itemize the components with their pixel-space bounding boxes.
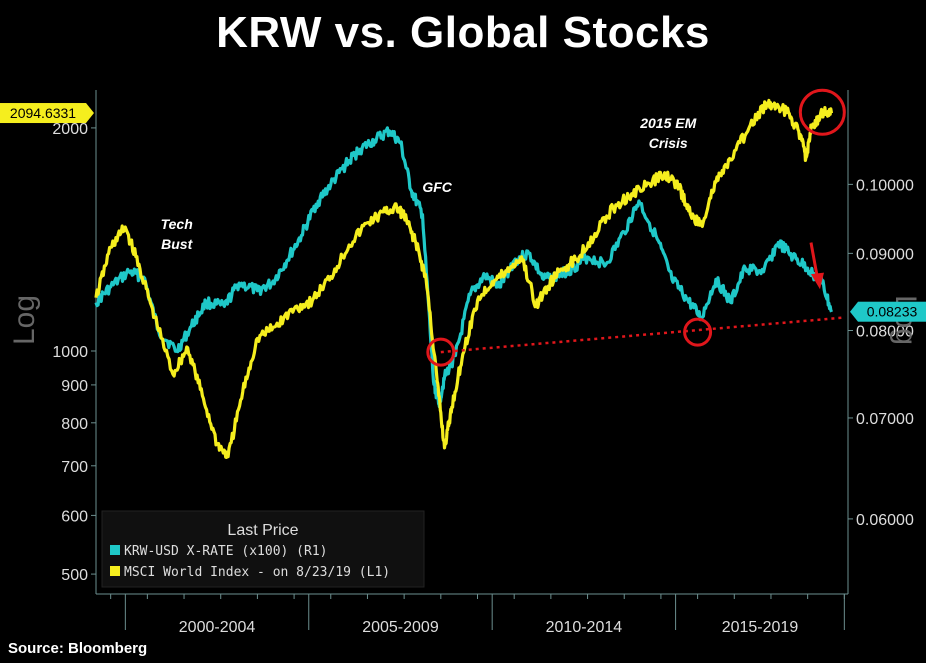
legend-entry: MSCI World Index - on 8/23/19 (L1) (124, 565, 390, 580)
annotation-label: GFC (422, 179, 452, 195)
right-tick-label: 0.06000 (856, 512, 914, 529)
legend-swatch (110, 545, 120, 555)
annotation-line: GFC (422, 179, 452, 195)
x-period-label: 2015-2019 (722, 619, 799, 636)
highlight-circle (426, 337, 456, 367)
x-period-label: 2010-2014 (546, 619, 623, 636)
right-tick-label: 0.09000 (856, 246, 914, 263)
overlays: Tech Bust GFC 2015 EM Crisis 2094.6331 0.08233 (0, 88, 926, 367)
series-layer (94, 98, 834, 459)
legend-entry: KRW-USD X-RATE (x100) (R1) (124, 544, 328, 559)
support-trendline (440, 316, 845, 354)
legend-box (101, 510, 425, 588)
left-tick-label: 800 (61, 416, 88, 433)
left-axis-label: Log (8, 295, 41, 345)
left-tick-label: 600 (61, 508, 88, 525)
right-tick-label: 0.07000 (856, 411, 914, 428)
right-tick-label: 0.08000 (856, 324, 914, 341)
legend: Last Price KRW-USD X-RATE (x100) (R1) MSCI… (101, 510, 425, 588)
msci-series-line (94, 98, 834, 459)
left-tick-label: 900 (61, 378, 88, 395)
down-arrow-shaft (809, 242, 819, 276)
right-tick-label: 0.10000 (856, 177, 914, 194)
left-tick-label: 500 (61, 567, 88, 584)
msci-last-value-tag-arrow (86, 103, 94, 124)
annotation-line: Crisis (649, 135, 688, 151)
highlight-circle (683, 317, 713, 347)
x-period-label: 2005-2009 (362, 619, 439, 636)
x-period-label: 2000-2004 (179, 619, 256, 636)
annotation-line: 2015 EM (639, 115, 696, 131)
source-note: Source: Bloomberg (8, 640, 148, 657)
msci-last-value: 2094.6331 (10, 105, 76, 121)
krw-last-value: 0.08233 (867, 304, 918, 320)
left-tick-label: 700 (61, 459, 88, 476)
annotation-line: Bust (161, 236, 193, 252)
left-tick-label: 1000 (52, 344, 88, 361)
page-title: KRW vs. Global Stocks (216, 8, 710, 57)
highlight-circle (798, 88, 846, 136)
krw-last-value-tag-arrow (850, 301, 858, 322)
legend-swatch (110, 566, 120, 576)
legend-title: Last Price (227, 522, 298, 539)
annotation-label: Tech Bust (161, 216, 194, 252)
krw-last-value-tag-bg (858, 301, 926, 322)
left-tick-label: 2000 (52, 121, 88, 138)
annotation-label: 2015 EM Crisis (639, 115, 696, 151)
msci-last-value-tag-bg (0, 103, 86, 124)
axes: 500 600 700 800 900 1000 2000 0.06000 0.07000 0.0… (8, 90, 922, 636)
down-arrow-head (810, 272, 824, 290)
annotation-line: Tech (161, 216, 193, 232)
